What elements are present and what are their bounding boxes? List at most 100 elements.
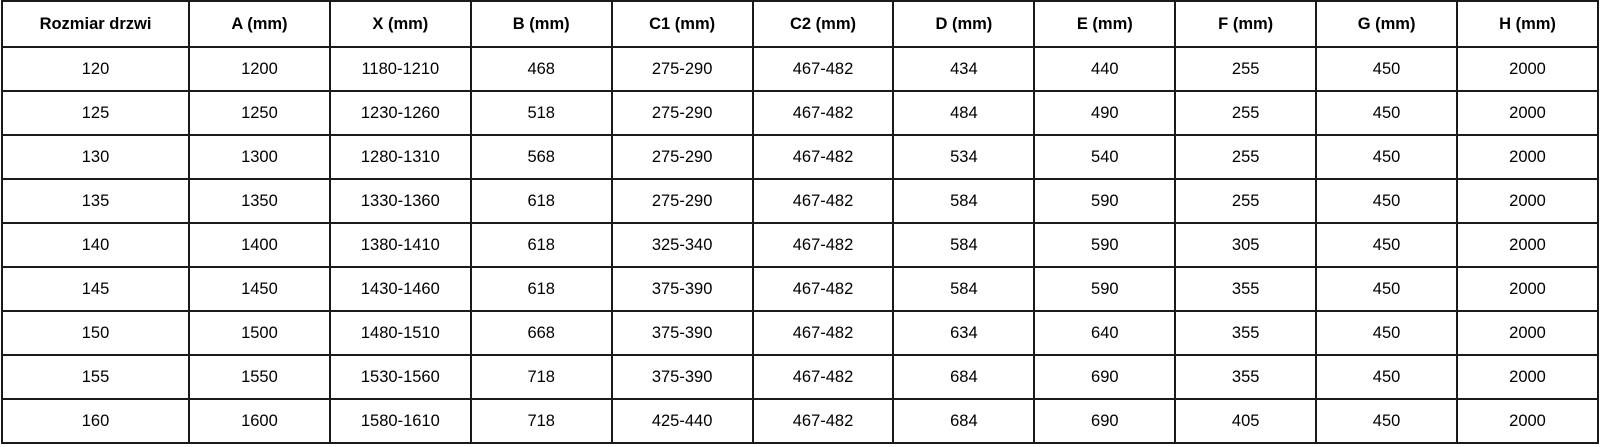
table-cell: 590 [1033, 266, 1177, 312]
table-cell: 1530-1560 [328, 354, 472, 400]
table-cell: 1600 [188, 398, 331, 444]
table-cell: 1400 [188, 222, 331, 268]
table-cell: 2000 [1456, 134, 1599, 180]
table-cell: 2000 [1456, 266, 1599, 312]
table-cell: 490 [1033, 90, 1177, 136]
table-cell: 1450 [188, 266, 331, 312]
table-cell: 255 [1174, 46, 1318, 92]
table-cell: 590 [1033, 222, 1177, 268]
table-cell: 125 [1, 90, 190, 136]
table-cell: 450 [1315, 134, 1459, 180]
table-row: 160 1600 1580-1610 718 425-440 467-482 684 690 4… [1, 398, 1599, 444]
table-cell: 450 [1315, 398, 1459, 444]
table-cell: 2000 [1456, 222, 1599, 268]
table-cell: 584 [892, 222, 1036, 268]
table-cell: 450 [1315, 178, 1459, 224]
table-cell: 450 [1315, 266, 1459, 312]
table-cell: 467-482 [751, 310, 895, 356]
table-row: 145 1450 1430-1460 618 375-390 467-482 584 590 3… [1, 266, 1599, 312]
table-cell: 155 [1, 354, 190, 400]
table-cell: 690 [1033, 398, 1177, 444]
table-cell: 355 [1174, 310, 1318, 356]
table-cell: 275-290 [610, 90, 754, 136]
table-cell: 160 [1, 398, 190, 444]
table-cell: 2000 [1456, 90, 1599, 136]
table-cell: 450 [1315, 46, 1459, 92]
table-cell: 684 [892, 354, 1036, 400]
column-header: Rozmiar drzwi [1, 0, 190, 48]
table-cell: 1500 [188, 310, 331, 356]
table-cell: 1380-1410 [328, 222, 472, 268]
table-cell: 2000 [1456, 310, 1599, 356]
table-cell: 375-390 [610, 354, 754, 400]
table-cell: 584 [892, 178, 1036, 224]
table-row: 120 1200 1180-1210 468 275-290 467-482 434 440 2… [1, 46, 1599, 92]
table-cell: 305 [1174, 222, 1318, 268]
table-cell: 590 [1033, 178, 1177, 224]
table-cell: 1200 [188, 46, 331, 92]
table-cell: 568 [469, 134, 613, 180]
table-cell: 434 [892, 46, 1036, 92]
column-header: B (mm) [469, 0, 613, 48]
table-row: 125 1250 1230-1260 518 275-290 467-482 484 490 2… [1, 90, 1599, 136]
table-cell: 255 [1174, 134, 1318, 180]
table-cell: 440 [1033, 46, 1177, 92]
table-cell: 1250 [188, 90, 331, 136]
table-cell: 618 [469, 222, 613, 268]
table-cell: 467-482 [751, 90, 895, 136]
column-header: E (mm) [1033, 0, 1177, 48]
table-cell: 1350 [188, 178, 331, 224]
column-header: X (mm) [328, 0, 472, 48]
table-cell: 540 [1033, 134, 1177, 180]
table-cell: 450 [1315, 310, 1459, 356]
table-cell: 718 [469, 354, 613, 400]
table-cell: 640 [1033, 310, 1177, 356]
table-cell: 1280-1310 [328, 134, 472, 180]
table-cell: 534 [892, 134, 1036, 180]
table-cell: 2000 [1456, 46, 1599, 92]
table-cell: 140 [1, 222, 190, 268]
table-cell: 325-340 [610, 222, 754, 268]
column-header: G (mm) [1315, 0, 1459, 48]
table-cell: 1230-1260 [328, 90, 472, 136]
table-cell: 467-482 [751, 398, 895, 444]
table-cell: 634 [892, 310, 1036, 356]
table-cell: 1430-1460 [328, 266, 472, 312]
table-cell: 135 [1, 178, 190, 224]
table-row: 140 1400 1380-1410 618 325-340 467-482 584 590 3… [1, 222, 1599, 268]
table-cell: 150 [1, 310, 190, 356]
column-header: C2 (mm) [751, 0, 895, 48]
table-row: 130 1300 1280-1310 568 275-290 467-482 534 540 2… [1, 134, 1599, 180]
table-cell: 467-482 [751, 354, 895, 400]
table-cell: 355 [1174, 266, 1318, 312]
table-cell: 668 [469, 310, 613, 356]
table-cell: 425-440 [610, 398, 754, 444]
table-cell: 690 [1033, 354, 1177, 400]
table-cell: 255 [1174, 90, 1318, 136]
column-header: D (mm) [892, 0, 1036, 48]
table-cell: 467-482 [751, 178, 895, 224]
table-cell: 255 [1174, 178, 1318, 224]
table-cell: 467-482 [751, 222, 895, 268]
table-cell: 450 [1315, 222, 1459, 268]
table-cell: 467-482 [751, 46, 895, 92]
table-cell: 2000 [1456, 398, 1599, 444]
table-cell: 355 [1174, 354, 1318, 400]
table-row: 150 1500 1480-1510 668 375-390 467-482 634 640 3… [1, 310, 1599, 356]
table-cell: 1550 [188, 354, 331, 400]
table-cell: 450 [1315, 90, 1459, 136]
table-cell: 375-390 [610, 266, 754, 312]
table-cell: 618 [469, 266, 613, 312]
table-cell: 1180-1210 [328, 46, 472, 92]
column-header: F (mm) [1174, 0, 1318, 48]
table-cell: 450 [1315, 354, 1459, 400]
table-cell: 375-390 [610, 310, 754, 356]
table-cell: 618 [469, 178, 613, 224]
column-header: H (mm) [1456, 0, 1599, 48]
table-cell: 145 [1, 266, 190, 312]
table-cell: 1300 [188, 134, 331, 180]
table-cell: 2000 [1456, 178, 1599, 224]
table-cell: 718 [469, 398, 613, 444]
table-row: 135 1350 1330-1360 618 275-290 467-482 584 590 2… [1, 178, 1599, 224]
